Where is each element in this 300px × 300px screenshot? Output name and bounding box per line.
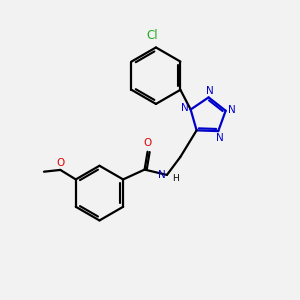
Text: Cl: Cl	[147, 29, 158, 42]
Text: O: O	[143, 138, 152, 148]
Text: N: N	[216, 133, 224, 142]
Text: H: H	[172, 174, 178, 183]
Text: O: O	[56, 158, 64, 167]
Text: N: N	[181, 103, 189, 113]
Text: N: N	[228, 105, 236, 115]
Text: N: N	[158, 170, 166, 180]
Text: N: N	[206, 86, 213, 96]
